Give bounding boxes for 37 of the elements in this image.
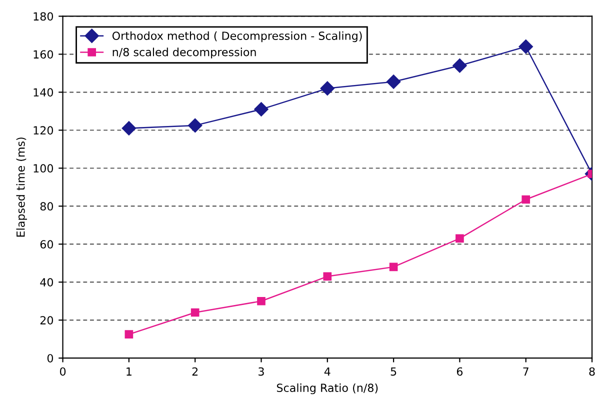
y-tick-label: 120 [34, 126, 54, 135]
y-tick-label: 160 [34, 50, 54, 59]
y-tick-label: 80 [40, 202, 54, 211]
point [254, 102, 268, 116]
x-tick-label: 1 [126, 367, 132, 376]
point [124, 330, 134, 339]
x-tick-label: 3 [258, 367, 264, 376]
x-tick-label: 7 [523, 367, 528, 376]
point [188, 118, 202, 133]
y-tick-label: 60 [40, 240, 54, 249]
y-tick-label: 20 [40, 316, 54, 324]
y-axis-title: Elapsed time (ms) [16, 138, 27, 237]
point [386, 74, 401, 89]
y-tick-label: 180 [34, 12, 54, 21]
point [456, 234, 464, 243]
y-tick-label: 40 [40, 278, 54, 287]
legend-label: n/8 scaled decompression [112, 48, 256, 58]
point [320, 81, 334, 96]
point [522, 195, 530, 204]
point [452, 58, 467, 73]
y-tick-label: 140 [34, 88, 54, 97]
point [122, 121, 136, 136]
x-tick-label: 5 [390, 367, 396, 376]
x-tick-label: 0 [60, 367, 66, 376]
legend-label: Orthodox method ( Decompression - Scaling) [112, 31, 362, 42]
x-tick-label: 8 [589, 367, 595, 376]
x-tick-label: 4 [324, 367, 330, 376]
x-tick-label: 6 [456, 367, 463, 376]
x-tick-label: 2 [192, 367, 198, 376]
point [257, 296, 266, 306]
point [190, 308, 200, 317]
point [323, 272, 332, 281]
x-axis-title: Scaling Ratio (n/8) [276, 383, 378, 394]
y-tick-label: 0 [47, 354, 54, 362]
y-tick-label: 100 [34, 164, 54, 173]
point [518, 40, 533, 54]
point [389, 262, 398, 272]
